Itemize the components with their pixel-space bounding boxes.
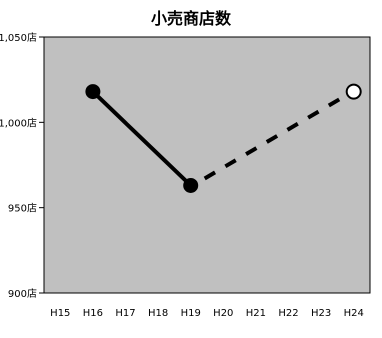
data-point-open (345, 83, 362, 100)
series-line-dashed (203, 93, 347, 181)
x-tick-label: H21 (246, 308, 266, 319)
plot-layer: 900店 950店 1,000店 1,050店 H15 H16 H17 H18 H19 H20 H2… (0, 31, 371, 319)
y-tick-label: 900店 (8, 287, 37, 300)
x-tick-label: H20 (213, 308, 233, 319)
y-tick-label: 1,000店 (0, 116, 37, 129)
y-tick-label: 950店 (8, 202, 37, 215)
series-line-solid (91, 90, 193, 187)
x-tick-label: H17 (115, 308, 135, 319)
x-tick-label: H24 (344, 308, 364, 319)
x-tick-label: H18 (148, 308, 168, 319)
x-tick-label: H22 (278, 308, 298, 319)
x-tick-label: H19 (181, 308, 201, 319)
x-tick-label: H23 (311, 308, 331, 319)
y-tick-label: 1,050店 (0, 31, 37, 44)
data-point (183, 177, 199, 193)
chart-title: 小売商店数 (151, 9, 232, 28)
plot-area (43, 36, 371, 294)
data-point (85, 84, 101, 100)
x-tick-label: H16 (83, 308, 103, 319)
x-tick-label: H15 (50, 308, 70, 319)
